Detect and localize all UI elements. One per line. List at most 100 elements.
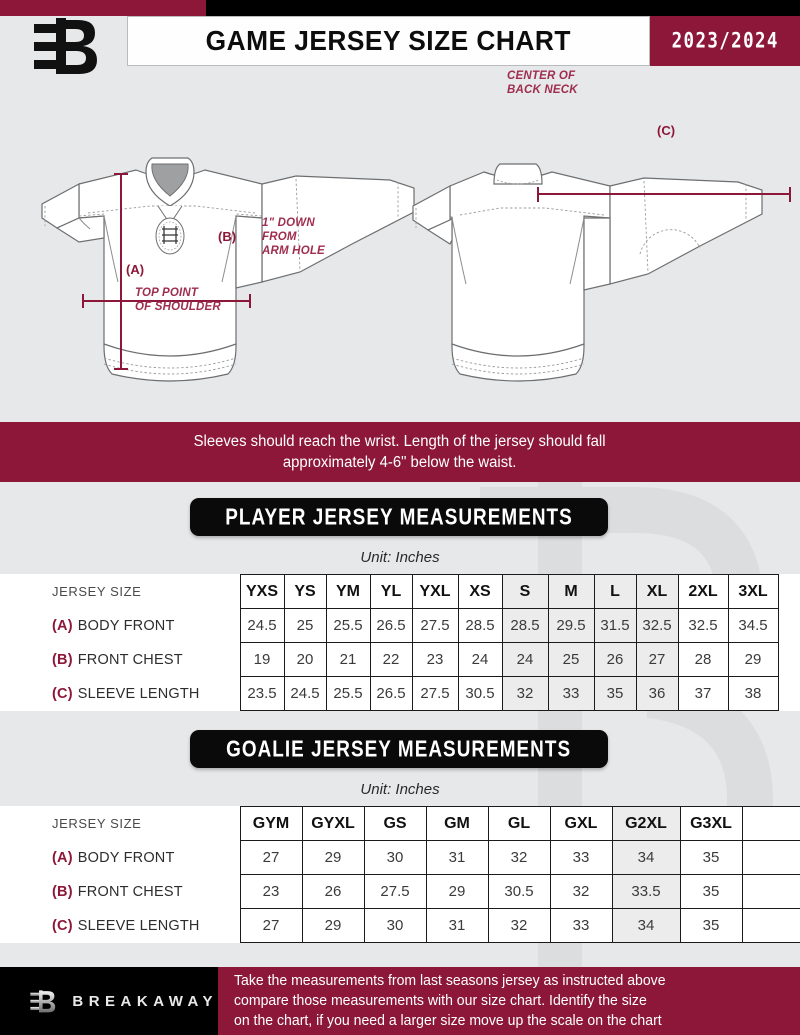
row-key-c: (C) (52, 917, 73, 934)
header-title-box: GAME JERSEY SIZE CHART (127, 16, 650, 66)
cell: 27.5 (411, 676, 459, 711)
cell: 32 (549, 874, 613, 909)
cell: 32 (487, 840, 551, 875)
cell-empty (741, 874, 800, 909)
top-band-maroon (0, 0, 206, 16)
footer-brand-name: BREAKAWAY (72, 992, 218, 1010)
footer-logo-block: BREAKAWAY (0, 967, 218, 1035)
goalie-section-title-pill: GOALIE JERSEY MEASUREMENTS (190, 730, 608, 768)
cell: 26 (593, 642, 637, 677)
footer-instructions: Take the measurements from last seasons … (218, 967, 800, 1035)
breakaway-b-logo-icon (30, 990, 56, 1013)
cell: 33 (549, 840, 613, 875)
cell: 32 (501, 676, 549, 711)
cell-empty (741, 908, 800, 943)
cell: 32.5 (635, 608, 679, 643)
table-row: (A) BODY FRONT 24.5 25 25.5 26.5 27.5 28… (0, 608, 800, 643)
player-unit-label: Unit: Inches (360, 549, 440, 566)
cell: 32.5 (677, 608, 729, 643)
player-col-head: YM (325, 574, 371, 609)
goalie-row-label-a: (A) BODY FRONT (0, 840, 241, 875)
cell: 25.5 (325, 608, 371, 643)
player-col-head: L (593, 574, 637, 609)
goalie-measurements-table: JERSEY SIZE GYM GYXL GS GM GL GXL G2XL G… (0, 806, 800, 943)
cell: 29.5 (547, 608, 595, 643)
player-spacer-cell (778, 609, 800, 643)
cell: 33 (549, 908, 613, 943)
cell: 29 (301, 840, 365, 875)
player-col-head: XL (635, 574, 679, 609)
season-year: 2023/2024 (671, 28, 779, 54)
cell: 22 (369, 642, 413, 677)
cell: 28 (677, 642, 729, 677)
annotation-key-c: (C) (657, 123, 676, 138)
cell: 21 (325, 642, 371, 677)
table-row: (A) BODY FRONT 27 29 30 31 32 33 34 35 (0, 840, 800, 875)
cell: 29 (425, 874, 489, 909)
player-row-label-c: (C) SLEEVE LENGTH (0, 676, 241, 711)
jersey-back-collar (493, 163, 543, 185)
cell: 27 (239, 840, 303, 875)
cell: 34.5 (727, 608, 779, 643)
cell: 28.5 (457, 608, 503, 643)
player-section-title-pill: PLAYER JERSEY MEASUREMENTS (190, 498, 608, 536)
cell: 27 (635, 642, 679, 677)
player-col-head: XS (457, 574, 503, 609)
header-logo (0, 16, 127, 74)
table-row: (C) SLEEVE LENGTH 27 29 30 31 32 33 34 3… (0, 908, 800, 943)
row-key-b: (B) (52, 651, 73, 668)
row-key-c: (C) (52, 685, 73, 702)
footer-line-2: compare those measurements with our size… (234, 993, 647, 1009)
cell: 24.5 (239, 608, 285, 643)
row-name-b: FRONT CHEST (77, 651, 183, 668)
player-col-head: M (547, 574, 595, 609)
cell: 27.5 (411, 608, 459, 643)
goalie-col-head: GYXL (301, 806, 365, 841)
player-col-head: YXS (239, 574, 285, 609)
cell: 26 (301, 874, 365, 909)
player-col-head: YXL (411, 574, 459, 609)
cell: 28.5 (501, 608, 549, 643)
cell: 38 (727, 676, 779, 711)
goalie-col-head: GXL (549, 806, 613, 841)
cell: 33 (547, 676, 595, 711)
row-name-a: BODY FRONT (77, 617, 175, 634)
goalie-header-row-label: JERSEY SIZE (0, 806, 241, 841)
player-col-head: 2XL (677, 574, 729, 609)
cell: 32 (487, 908, 551, 943)
front-dimension-lines (82, 173, 251, 370)
page-title: GAME JERSEY SIZE CHART (205, 25, 572, 56)
player-header-row-label: JERSEY SIZE (0, 574, 241, 609)
cell: 36 (635, 676, 679, 711)
note-line-2: approximately 4-6" below the waist. (283, 454, 517, 471)
table-row: (B) FRONT CHEST 23 26 27.5 29 30.5 32 33… (0, 874, 800, 909)
row-key-a: (A) (52, 849, 73, 866)
player-row-label-b: (B) FRONT CHEST (0, 642, 241, 677)
goalie-table-header-row: JERSEY SIZE GYM GYXL GS GM GL GXL G2XL G… (0, 806, 800, 841)
cell: 23.5 (239, 676, 285, 711)
cell: 37 (677, 676, 729, 711)
annotation-arm-hole: 1" DOWN FROM ARM HOLE (262, 217, 325, 257)
cell: 24 (501, 642, 549, 677)
player-spacer-cell (778, 677, 800, 711)
table-row: (C) SLEEVE LENGTH 23.5 24.5 25.5 26.5 27… (0, 676, 800, 711)
cell: 35 (593, 676, 637, 711)
cell: 35 (679, 908, 743, 943)
header-year-box: 2023/2024 (650, 16, 800, 66)
goalie-section-title: GOALIE JERSEY MEASUREMENTS (226, 735, 572, 762)
row-name-c: SLEEVE LENGTH (77, 917, 200, 934)
goalie-col-head-empty (741, 806, 800, 841)
row-name-b: FRONT CHEST (77, 883, 183, 900)
lace-detail (162, 226, 178, 244)
table-row: (B) FRONT CHEST 19 20 21 22 23 24 24 25 … (0, 642, 800, 677)
cell: 24 (457, 642, 503, 677)
player-spacer-cell (778, 643, 800, 677)
cell: 26.5 (369, 608, 413, 643)
player-measurements-table: JERSEY SIZE YXS YS YM YL YXL XS S M L XL… (0, 574, 800, 711)
annotation-center-back-neck: CENTER OF BACK NECK (507, 70, 578, 96)
cell: 30 (363, 908, 427, 943)
back-dimension-line (537, 187, 791, 202)
cell: 25 (283, 608, 327, 643)
cell: 35 (679, 874, 743, 909)
note-line-1: Sleeves should reach the wrist. Length o… (194, 433, 606, 450)
